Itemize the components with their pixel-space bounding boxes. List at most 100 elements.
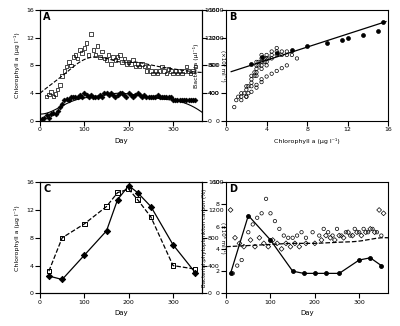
Point: [183, 64, 190, 69]
Point: [358, 233, 364, 238]
Point: [150, 94, 156, 99]
Point: [74, 56, 81, 61]
Point: [274, 50, 280, 55]
Point: [304, 43, 310, 49]
Point: [292, 241, 298, 246]
Point: [258, 66, 265, 71]
Point: [148, 204, 154, 209]
Point: [170, 71, 176, 76]
Point: [268, 71, 275, 76]
Point: [238, 94, 244, 99]
Point: [298, 230, 305, 235]
Point: [265, 244, 272, 249]
Point: [106, 52, 112, 58]
Point: [376, 207, 382, 213]
Point: [312, 271, 318, 276]
Point: [166, 66, 172, 71]
Point: [48, 89, 54, 95]
Point: [54, 87, 61, 92]
Point: [77, 48, 83, 53]
Point: [39, 116, 46, 122]
Point: [278, 246, 285, 252]
Point: [325, 230, 331, 235]
Point: [343, 230, 349, 235]
Point: [253, 85, 260, 90]
Point: [336, 233, 342, 238]
Point: [258, 52, 265, 58]
Point: [176, 97, 183, 103]
Point: [83, 92, 90, 97]
Y-axis label: Bacteria
(×10⁶ ml⁻¹): Bacteria (×10⁶ ml⁻¹): [220, 222, 232, 254]
Point: [119, 91, 125, 96]
Point: [86, 94, 92, 99]
Point: [243, 94, 250, 99]
Y-axis label: Bacteria
(×10⁶ ml⁻¹): Bacteria (×10⁶ ml⁻¹): [220, 50, 232, 81]
Point: [261, 56, 268, 61]
Point: [253, 63, 260, 68]
Point: [183, 97, 190, 103]
Point: [139, 61, 145, 67]
Point: [190, 68, 196, 74]
Point: [126, 59, 132, 65]
Point: [126, 91, 132, 96]
Point: [59, 101, 65, 106]
Point: [290, 235, 296, 240]
Point: [300, 271, 307, 276]
Point: [77, 92, 83, 97]
Point: [255, 63, 262, 68]
Point: [264, 63, 270, 68]
Point: [101, 91, 108, 96]
Point: [156, 94, 163, 99]
Point: [90, 94, 96, 99]
Point: [264, 59, 270, 65]
Point: [57, 82, 63, 87]
Point: [179, 71, 185, 76]
Point: [340, 235, 347, 240]
Point: [285, 235, 292, 240]
Point: [310, 230, 316, 235]
Point: [94, 94, 101, 99]
Point: [258, 63, 265, 68]
Point: [360, 32, 366, 37]
Point: [192, 64, 198, 69]
Point: [245, 84, 252, 89]
Point: [161, 94, 167, 99]
Point: [181, 68, 187, 74]
X-axis label: Day: Day: [300, 310, 314, 316]
Point: [320, 226, 327, 231]
Point: [252, 244, 258, 249]
Point: [380, 211, 387, 216]
Point: [372, 230, 378, 235]
Point: [303, 235, 309, 240]
Point: [81, 221, 88, 227]
Point: [52, 111, 59, 117]
Point: [253, 59, 260, 65]
Point: [261, 241, 267, 246]
Point: [152, 68, 158, 74]
Point: [126, 183, 132, 188]
Point: [103, 228, 110, 233]
Point: [61, 97, 68, 103]
Point: [243, 94, 250, 99]
Text: B: B: [229, 12, 237, 22]
Point: [134, 190, 141, 195]
Point: [264, 52, 270, 58]
Point: [375, 28, 381, 33]
Point: [146, 94, 152, 99]
Point: [88, 92, 94, 97]
Text: C: C: [43, 185, 50, 194]
Point: [245, 230, 252, 235]
Point: [154, 71, 161, 76]
Point: [81, 45, 88, 51]
Point: [110, 92, 116, 97]
Point: [163, 94, 170, 99]
Point: [270, 237, 276, 243]
Point: [150, 71, 156, 76]
Y-axis label: Chlorophyll a (μg l⁻¹): Chlorophyll a (μg l⁻¹): [14, 205, 20, 271]
Point: [112, 94, 118, 99]
Point: [251, 73, 258, 79]
Point: [50, 94, 56, 99]
Point: [332, 237, 338, 243]
Point: [128, 61, 134, 67]
Point: [108, 61, 114, 67]
